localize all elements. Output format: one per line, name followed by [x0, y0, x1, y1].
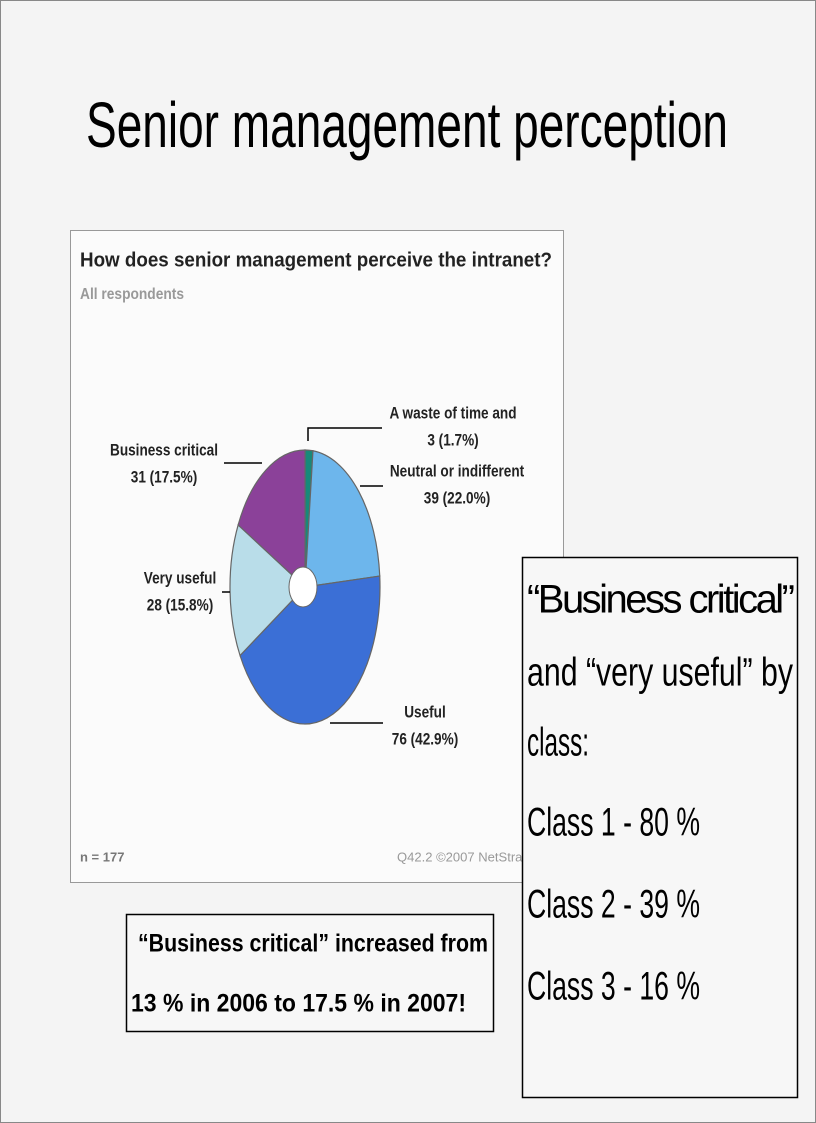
class-heading: and “very useful” by: [527, 651, 793, 695]
slice-value-label: 31 (17.5%): [131, 468, 197, 487]
slide-title: Senior management perception: [86, 89, 728, 161]
slice-value-label: 28 (15.8%): [147, 596, 213, 615]
class-heading: “Business critical”: [527, 578, 795, 622]
pie-labels: A waste of time and 3 (1.7%) Neutral or in…: [110, 404, 524, 749]
pie: [229, 449, 381, 725]
sample-size: n = 177: [80, 849, 124, 864]
slice-label: Useful: [404, 703, 446, 722]
chart-title: How does senior management perceive the …: [80, 249, 552, 271]
pie-slice: [229, 523, 306, 657]
slice-label: Business critical: [110, 441, 218, 460]
pie-slice: [304, 450, 381, 588]
slice-value-label: 39 (22.0%): [424, 489, 490, 508]
leader-line: [307, 427, 382, 441]
class-item: Class 1 - 80 %: [527, 801, 700, 845]
label-group: 76 (42.9%): [392, 730, 458, 749]
callout-box: [125, 913, 495, 1033]
slice-label: Neutral or indifferent: [390, 462, 524, 481]
slice-value-label: 76 (42.9%): [392, 730, 458, 749]
label-group: 39 (22.0%): [424, 489, 490, 508]
label-group: Very useful: [144, 569, 216, 588]
label-group: A waste of time and: [389, 404, 516, 423]
label-group: 31 (17.5%): [131, 468, 197, 487]
callout-line: 13 % in 2006 to 17.5 % in 2007!: [131, 990, 466, 1018]
slice-label: Very useful: [144, 569, 216, 588]
slice-label: A waste of time and: [389, 404, 516, 423]
source: Q42.2 ©2007 NetStrategy: [397, 849, 547, 864]
slice-value-label: 3 (1.7%): [427, 431, 478, 450]
chart-subtitle: All respondents: [80, 286, 184, 303]
label-group: 28 (15.8%): [147, 596, 213, 615]
class-item: Class 2 - 39 %: [527, 883, 700, 927]
callout-line: “Business critical” increased from: [138, 930, 488, 958]
pie-hole: [288, 566, 318, 608]
pie-slice: [237, 449, 306, 589]
class-heading: class:: [527, 721, 589, 765]
label-group: Business critical: [110, 441, 218, 460]
label-group: Useful: [404, 703, 446, 722]
label-group: 3 (1.7%): [427, 431, 478, 450]
class-box: [521, 556, 799, 1099]
label-group: Neutral or indifferent: [390, 462, 524, 481]
class-item: Class 3 - 16 %: [527, 965, 700, 1009]
pie-slice: [239, 575, 381, 725]
